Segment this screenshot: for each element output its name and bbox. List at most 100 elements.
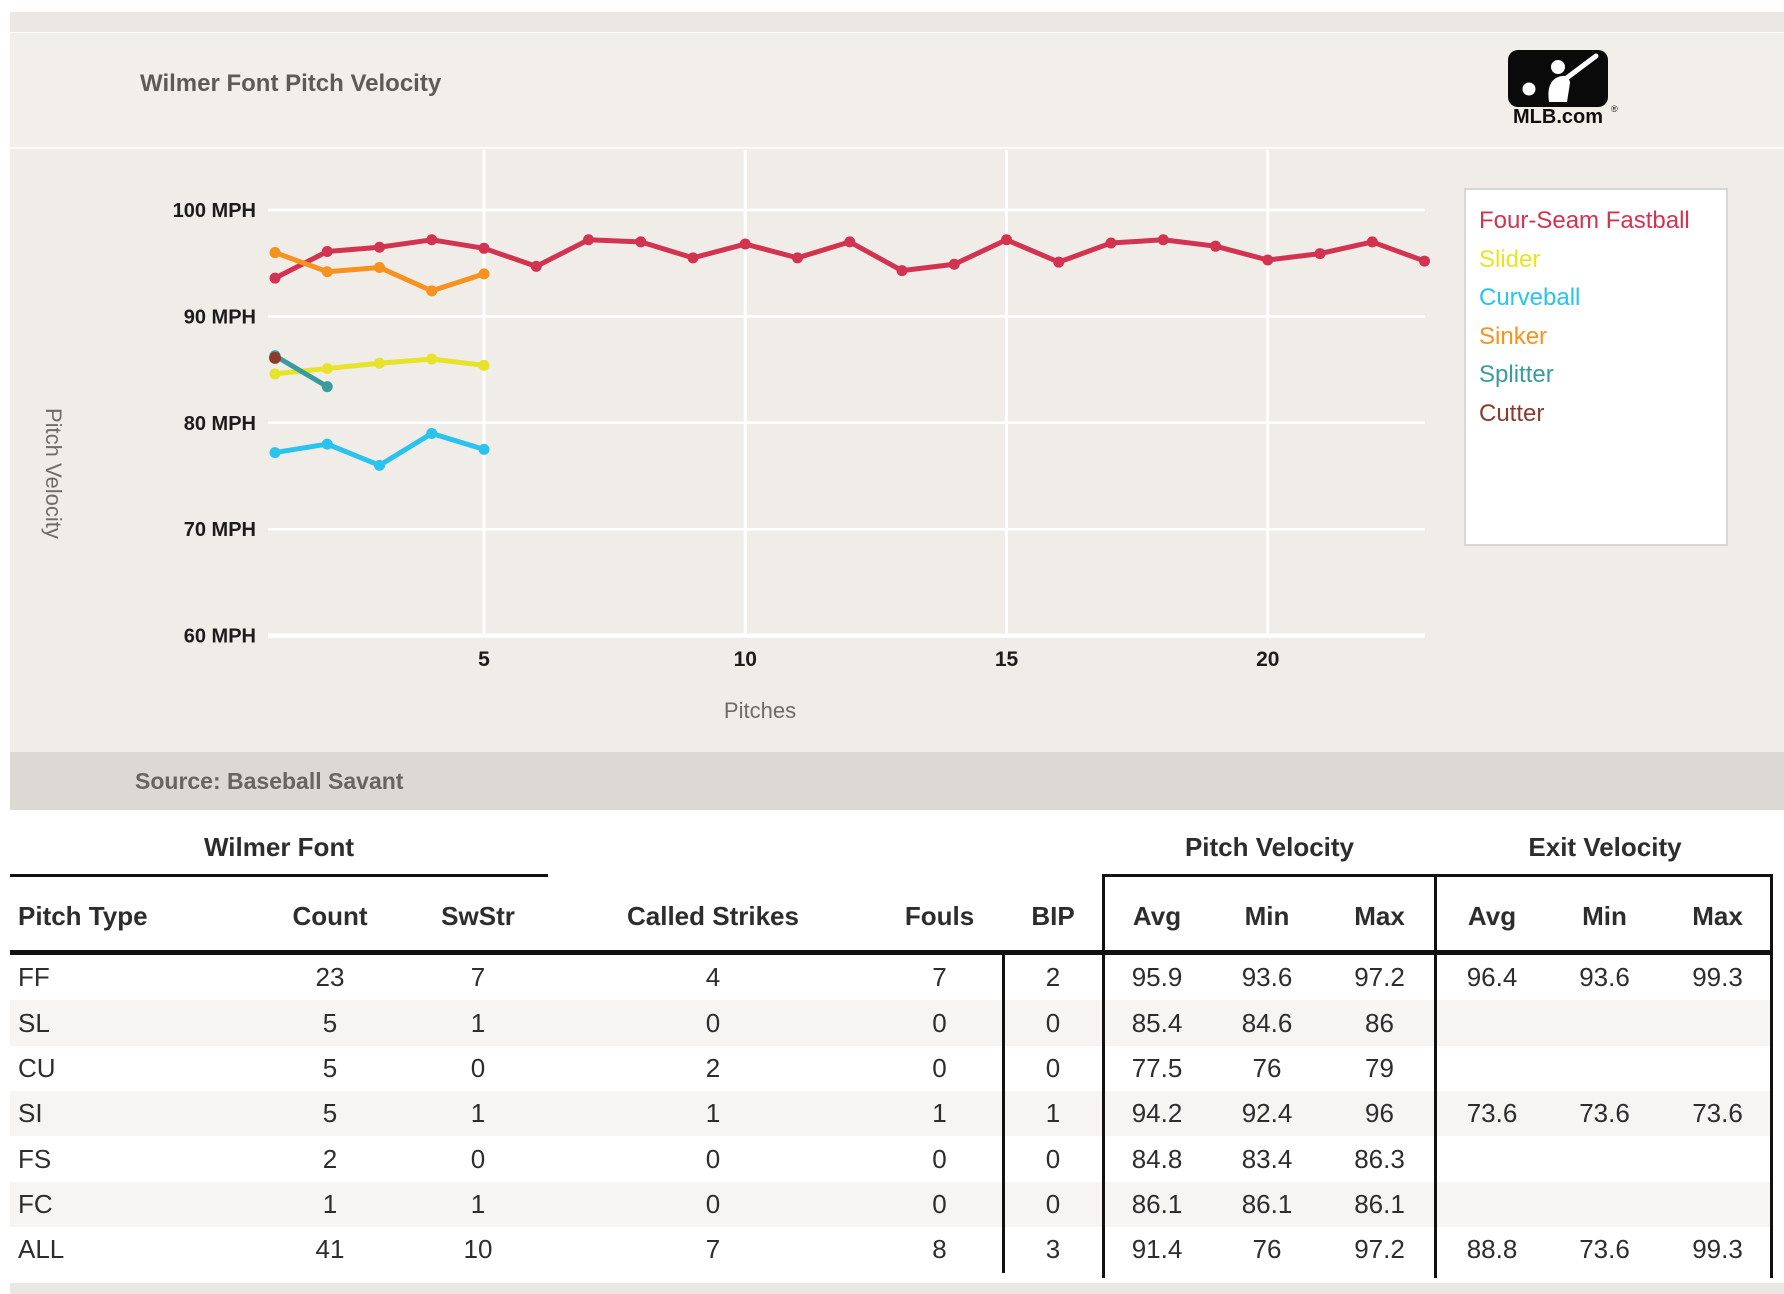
table-cell: 0	[705, 1143, 721, 1174]
series-point	[1001, 234, 1012, 246]
x-tick-label: 10	[734, 648, 757, 671]
title-divider	[10, 147, 1784, 149]
table-cell: 79	[1365, 1052, 1394, 1083]
series-point	[635, 236, 647, 248]
pitch-velocity-group-header: Pitch Velocity	[1184, 832, 1355, 862]
series-point	[1366, 236, 1378, 248]
chart-legend: Four-Seam Fastball Slider Curveball Sinker S…	[1464, 188, 1728, 546]
table-row: FS 2 0 0 0 0 84.8 83.4 86.3	[10, 1136, 1773, 1181]
source-note: Source: Baseball Savant	[135, 768, 404, 794]
table-cell: 1	[470, 1098, 486, 1129]
series-point	[478, 268, 490, 280]
table-cell: 7	[470, 962, 486, 993]
table-cell: 73.6	[1579, 1234, 1630, 1265]
series-point	[426, 285, 438, 297]
mlb-logo-icon	[1508, 50, 1608, 107]
table-cell: 0	[470, 1052, 486, 1083]
y-tick-label: 70 MPH	[184, 519, 256, 541]
series-point	[948, 258, 960, 270]
table-cell: 99.3	[1692, 962, 1743, 993]
table-cell: 1	[932, 1098, 947, 1129]
table-cell: 0	[1045, 1007, 1061, 1038]
table-cell: 0	[705, 1188, 721, 1219]
y-tick-label: 80 MPH	[184, 413, 256, 435]
header-cell: Fouls	[904, 900, 975, 931]
series-point	[321, 381, 333, 393]
table-cell: 83.4	[1241, 1143, 1293, 1174]
table-cell: 0	[705, 1007, 721, 1038]
table-row: ALL 41 10 7 8 3 91.4 76 97.2 88.8 73.6 99.3	[10, 1227, 1773, 1272]
table-cell: 1	[322, 1188, 338, 1219]
series-point	[1262, 254, 1274, 266]
series-point	[321, 245, 333, 257]
table-body: FF 23 7 4 7 2 95.9 93.6 97.2 96.4 93.6 99.3 SL 5 1 0 0 0 8…	[10, 955, 1773, 1272]
header-cell: Avg	[1467, 900, 1517, 931]
series-point	[269, 351, 281, 364]
legend-entry: Splitter	[1479, 361, 1554, 388]
table-cell: 85.4	[1131, 1007, 1183, 1038]
x-tick-label: 20	[1256, 648, 1279, 671]
header-cell: BIP	[1031, 900, 1075, 931]
series-point	[1105, 237, 1117, 249]
series-point	[426, 234, 438, 246]
exit-velocity-group-header: Exit Velocity	[1528, 832, 1682, 862]
table-cell: 86.1	[1241, 1188, 1293, 1219]
series-point	[269, 272, 281, 284]
table-cell: 0	[470, 1143, 486, 1174]
series-point	[478, 359, 490, 371]
pitch-velocity-group-border	[1102, 874, 1437, 1278]
mlb-logo-caption: MLB.com	[1513, 106, 1603, 128]
fouls-bip-divider	[1002, 955, 1005, 1273]
table-cell: 0	[1045, 1188, 1061, 1219]
header-cell: Min	[1244, 900, 1290, 931]
header-cell: Avg	[1132, 900, 1182, 931]
series-point	[844, 236, 856, 248]
table-cell: 77.5	[1131, 1052, 1183, 1083]
legend-entry: Curveball	[1479, 284, 1581, 311]
table-cell: 99.3	[1692, 1234, 1743, 1265]
header-cell: SwStr	[441, 900, 515, 931]
table-cell: 5	[322, 1052, 338, 1083]
series-point	[321, 438, 333, 450]
series-point	[896, 265, 908, 277]
series-point	[426, 427, 438, 439]
series-point	[1314, 248, 1326, 260]
table-cell: 86.1	[1131, 1188, 1183, 1219]
source-band: Source: Baseball Savant	[10, 752, 1784, 810]
table-cell: 84.8	[1131, 1143, 1183, 1174]
legend-entry: Slider	[1479, 245, 1541, 273]
table-cell: 10	[463, 1234, 493, 1265]
x-axis-title: Pitches	[723, 698, 797, 723]
series-point	[1157, 234, 1169, 246]
series-point	[321, 363, 333, 375]
legend-entry: Four-Seam Fastball	[1479, 207, 1690, 234]
table-cell: FC	[18, 1188, 53, 1219]
x-tick-label: 5	[478, 648, 490, 671]
exit-velocity-group-border	[1437, 874, 1773, 1278]
legend-entry: Sinker	[1479, 322, 1548, 350]
series-line-Splitter	[272, 353, 330, 390]
table-cell: 73.6	[1579, 1098, 1630, 1129]
table-cell: 2	[705, 1052, 721, 1083]
table-cell: CU	[18, 1052, 56, 1083]
table-cell: 0	[1045, 1143, 1061, 1174]
header-cell: Pitch Type	[18, 900, 148, 931]
table-cell: 93.6	[1241, 962, 1293, 993]
table-row: FC 1 1 0 0 0 86.1 86.1 86.1	[10, 1181, 1773, 1228]
table-cell: 73.6	[1466, 1098, 1518, 1129]
series-point	[321, 266, 333, 278]
table-cell: 0	[932, 1052, 947, 1083]
table-cell: 7	[932, 962, 947, 993]
table-cell: 41	[315, 1234, 345, 1265]
header-cell: Max	[1354, 900, 1405, 931]
series-point	[1053, 256, 1065, 268]
table-row: FF 23 7 4 7 2 95.9 93.6 97.2 96.4 93.6 99.3	[10, 955, 1773, 1000]
table-cell: 94.2	[1131, 1098, 1183, 1129]
table-cell: 86.1	[1354, 1188, 1405, 1219]
legend-entry: Cutter	[1479, 399, 1545, 427]
table-cell: 97.2	[1354, 962, 1405, 993]
table-cell: 86.3	[1354, 1143, 1405, 1174]
table-cell: SL	[18, 1007, 50, 1038]
registered-mark: ®	[1611, 104, 1618, 114]
